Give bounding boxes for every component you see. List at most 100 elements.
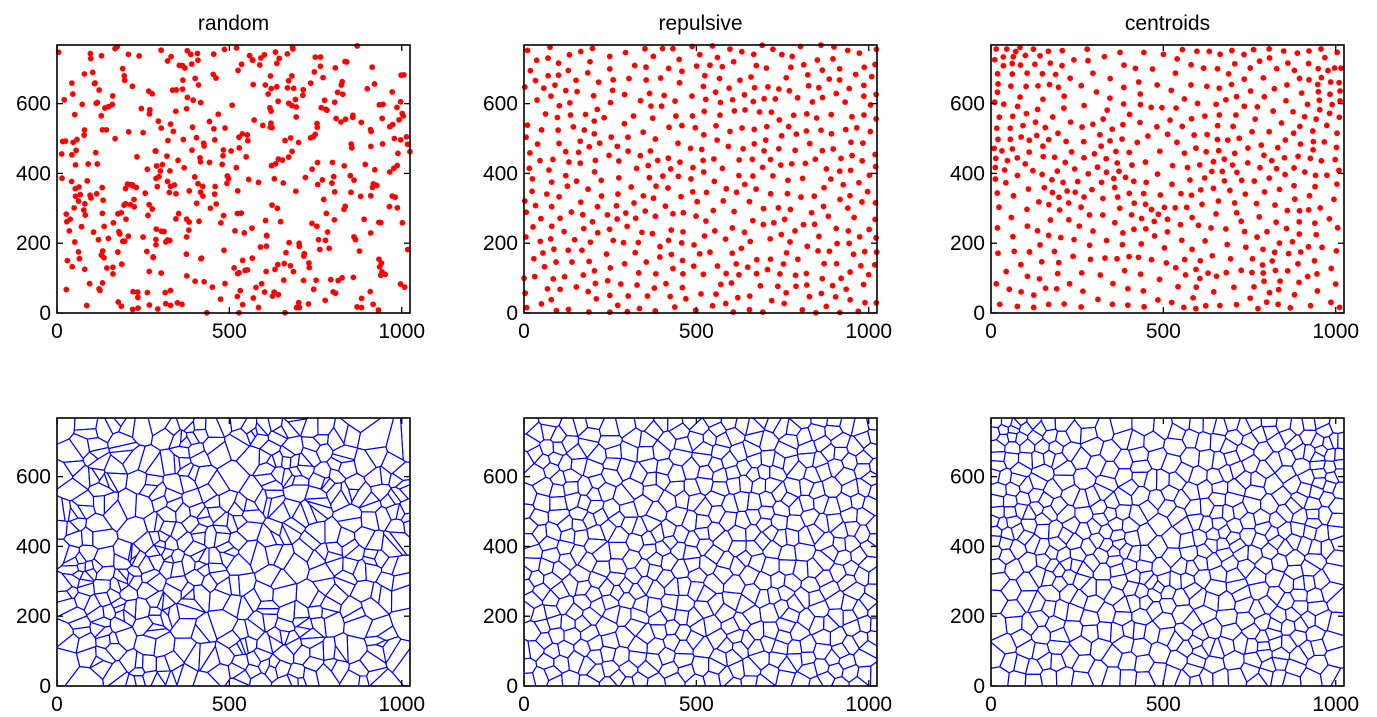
data-point (403, 133, 410, 140)
voronoi-cell (164, 670, 178, 686)
data-point (263, 232, 270, 239)
voronoi-cell (281, 455, 292, 470)
voronoi-cell (1211, 480, 1229, 496)
voronoi-cell (1111, 635, 1135, 654)
voronoi-cell (216, 459, 251, 493)
data-point (707, 249, 713, 256)
voronoi-cell (646, 671, 667, 686)
data-point (716, 75, 723, 82)
voronoi-cell (1028, 501, 1045, 517)
data-point (306, 260, 312, 266)
data-point (290, 46, 296, 52)
voronoi-cell (165, 496, 184, 513)
data-point (1271, 249, 1278, 256)
data-point (1156, 276, 1163, 283)
data-point (750, 98, 757, 105)
data-point (833, 260, 840, 267)
voronoi-cell (1052, 459, 1077, 476)
data-point (167, 167, 173, 174)
voronoi-cell (284, 629, 301, 646)
data-point (625, 134, 631, 141)
data-point (1278, 120, 1285, 126)
data-point (643, 64, 649, 71)
voronoi-cell (1264, 450, 1283, 474)
data-point (571, 236, 578, 243)
data-point (1242, 191, 1249, 198)
voronoi-cell (118, 418, 136, 438)
data-point (125, 233, 132, 240)
voronoi-cell (102, 499, 128, 533)
data-point (189, 124, 196, 131)
voronoi-cell (655, 471, 671, 491)
data-point (1124, 302, 1131, 309)
voronoi-cell (1036, 651, 1053, 671)
voronoi-cell (347, 659, 370, 677)
data-point (700, 83, 707, 90)
voronoi-cell (1162, 437, 1187, 457)
data-point (1224, 137, 1231, 144)
data-point (64, 257, 71, 264)
data-point (333, 115, 340, 122)
voronoi-cell (173, 637, 198, 663)
data-point (59, 175, 65, 182)
voronoi-cell (304, 497, 332, 509)
data-point (610, 237, 617, 244)
data-point (243, 153, 250, 160)
data-point (1035, 198, 1042, 205)
data-point (162, 300, 169, 307)
data-point (753, 270, 760, 277)
voronoi-cell (286, 673, 299, 686)
voronoi-cell (745, 452, 763, 469)
data-point (1314, 271, 1320, 277)
data-point (174, 299, 181, 306)
data-point (134, 153, 140, 160)
data-point (101, 223, 108, 230)
data-point (1210, 158, 1217, 165)
data-point (314, 159, 321, 166)
voronoi-cell (141, 654, 157, 673)
voronoi-cell (745, 523, 762, 542)
data-point (1238, 177, 1245, 184)
data-point (280, 180, 287, 186)
data-point (153, 163, 160, 169)
data-point (122, 185, 129, 192)
data-point (1201, 113, 1208, 119)
data-point (767, 256, 774, 263)
data-point (1121, 62, 1127, 68)
voronoi-cell (745, 540, 764, 557)
data-point (63, 286, 70, 293)
data-point (280, 277, 287, 284)
data-point (158, 125, 165, 131)
data-point (615, 158, 622, 164)
data-point (1007, 83, 1014, 90)
data-point (1081, 154, 1087, 161)
data-point (313, 277, 320, 284)
data-point (760, 221, 767, 228)
voronoi-cell (750, 477, 767, 495)
data-point (129, 83, 136, 90)
data-point (830, 56, 836, 62)
data-point (1213, 211, 1219, 217)
voronoi-cell (524, 578, 535, 596)
data-point (180, 136, 187, 143)
voronoi-cell (653, 418, 669, 433)
data-point (805, 82, 812, 89)
data-point (856, 233, 863, 240)
data-point (1296, 123, 1303, 130)
data-point (1017, 44, 1023, 51)
voronoi-cell (306, 549, 327, 571)
voronoi-cell (312, 577, 336, 597)
data-point (1155, 297, 1161, 303)
voronoi-cell (73, 428, 99, 440)
voronoi-cell (364, 562, 383, 583)
data-point (827, 176, 834, 183)
data-point (331, 99, 338, 106)
data-point (1124, 285, 1131, 292)
voronoi-cell (858, 639, 877, 660)
y-tick-label: 0 (506, 675, 518, 698)
data-point (367, 143, 374, 150)
data-point (1032, 61, 1038, 68)
data-point (146, 201, 153, 208)
data-point (764, 266, 771, 273)
data-point (210, 71, 217, 78)
